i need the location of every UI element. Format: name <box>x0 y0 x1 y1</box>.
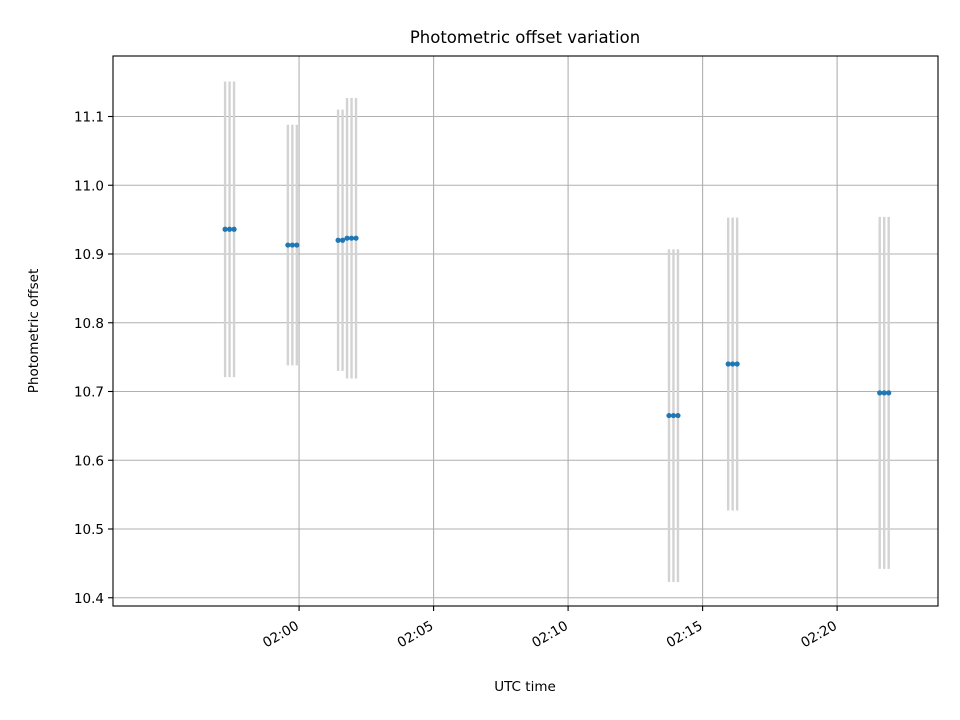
y-tick-label: 10.5 <box>74 522 104 538</box>
x-tick-label: 02:05 <box>395 618 437 651</box>
x-ticks: 02:00 02:05 02:10 02:15 02:20 <box>260 606 840 651</box>
data-point <box>881 390 887 396</box>
y-tick-label: 10.4 <box>74 591 104 607</box>
chart-title: Photometric offset variation <box>410 28 640 47</box>
data-point <box>675 412 681 419</box>
grid <box>113 56 938 606</box>
y-axis-label: Photometric offset <box>26 269 42 393</box>
data-point <box>231 226 237 232</box>
data-point <box>353 235 359 241</box>
x-axis-label: UTC time <box>494 679 556 695</box>
x-tick-label: 02:10 <box>529 618 571 651</box>
y-tick-label: 11.1 <box>74 110 104 126</box>
data-point <box>289 242 295 248</box>
data-point <box>670 412 677 419</box>
data-point <box>734 361 740 367</box>
x-tick-label: 02:15 <box>664 618 706 651</box>
y-tick-label: 11.0 <box>74 178 104 194</box>
y-ticks: 10.4 10.5 10.6 10.7 10.8 10.9 11.0 11.1 <box>74 110 113 607</box>
data-point <box>222 226 228 232</box>
y-tick-label: 10.7 <box>74 385 104 401</box>
data-points <box>222 226 892 419</box>
data-point <box>348 235 355 241</box>
data-point <box>344 235 350 241</box>
data-point <box>666 412 672 419</box>
y-tick-label: 10.8 <box>74 316 104 332</box>
plot-frame <box>112 55 939 607</box>
y-tick-label: 10.9 <box>74 247 104 263</box>
data-point <box>335 237 341 243</box>
error-bars <box>223 81 890 582</box>
data-point <box>730 361 736 367</box>
data-point <box>877 390 883 396</box>
data-point <box>339 237 346 243</box>
data-point <box>226 226 233 232</box>
data-point <box>294 242 300 248</box>
x-tick-label: 02:20 <box>798 618 840 651</box>
data-point <box>285 242 291 248</box>
data-point <box>725 361 731 367</box>
data-point <box>886 390 892 396</box>
x-tick-label: 02:00 <box>260 618 302 651</box>
y-tick-label: 10.6 <box>74 453 104 469</box>
